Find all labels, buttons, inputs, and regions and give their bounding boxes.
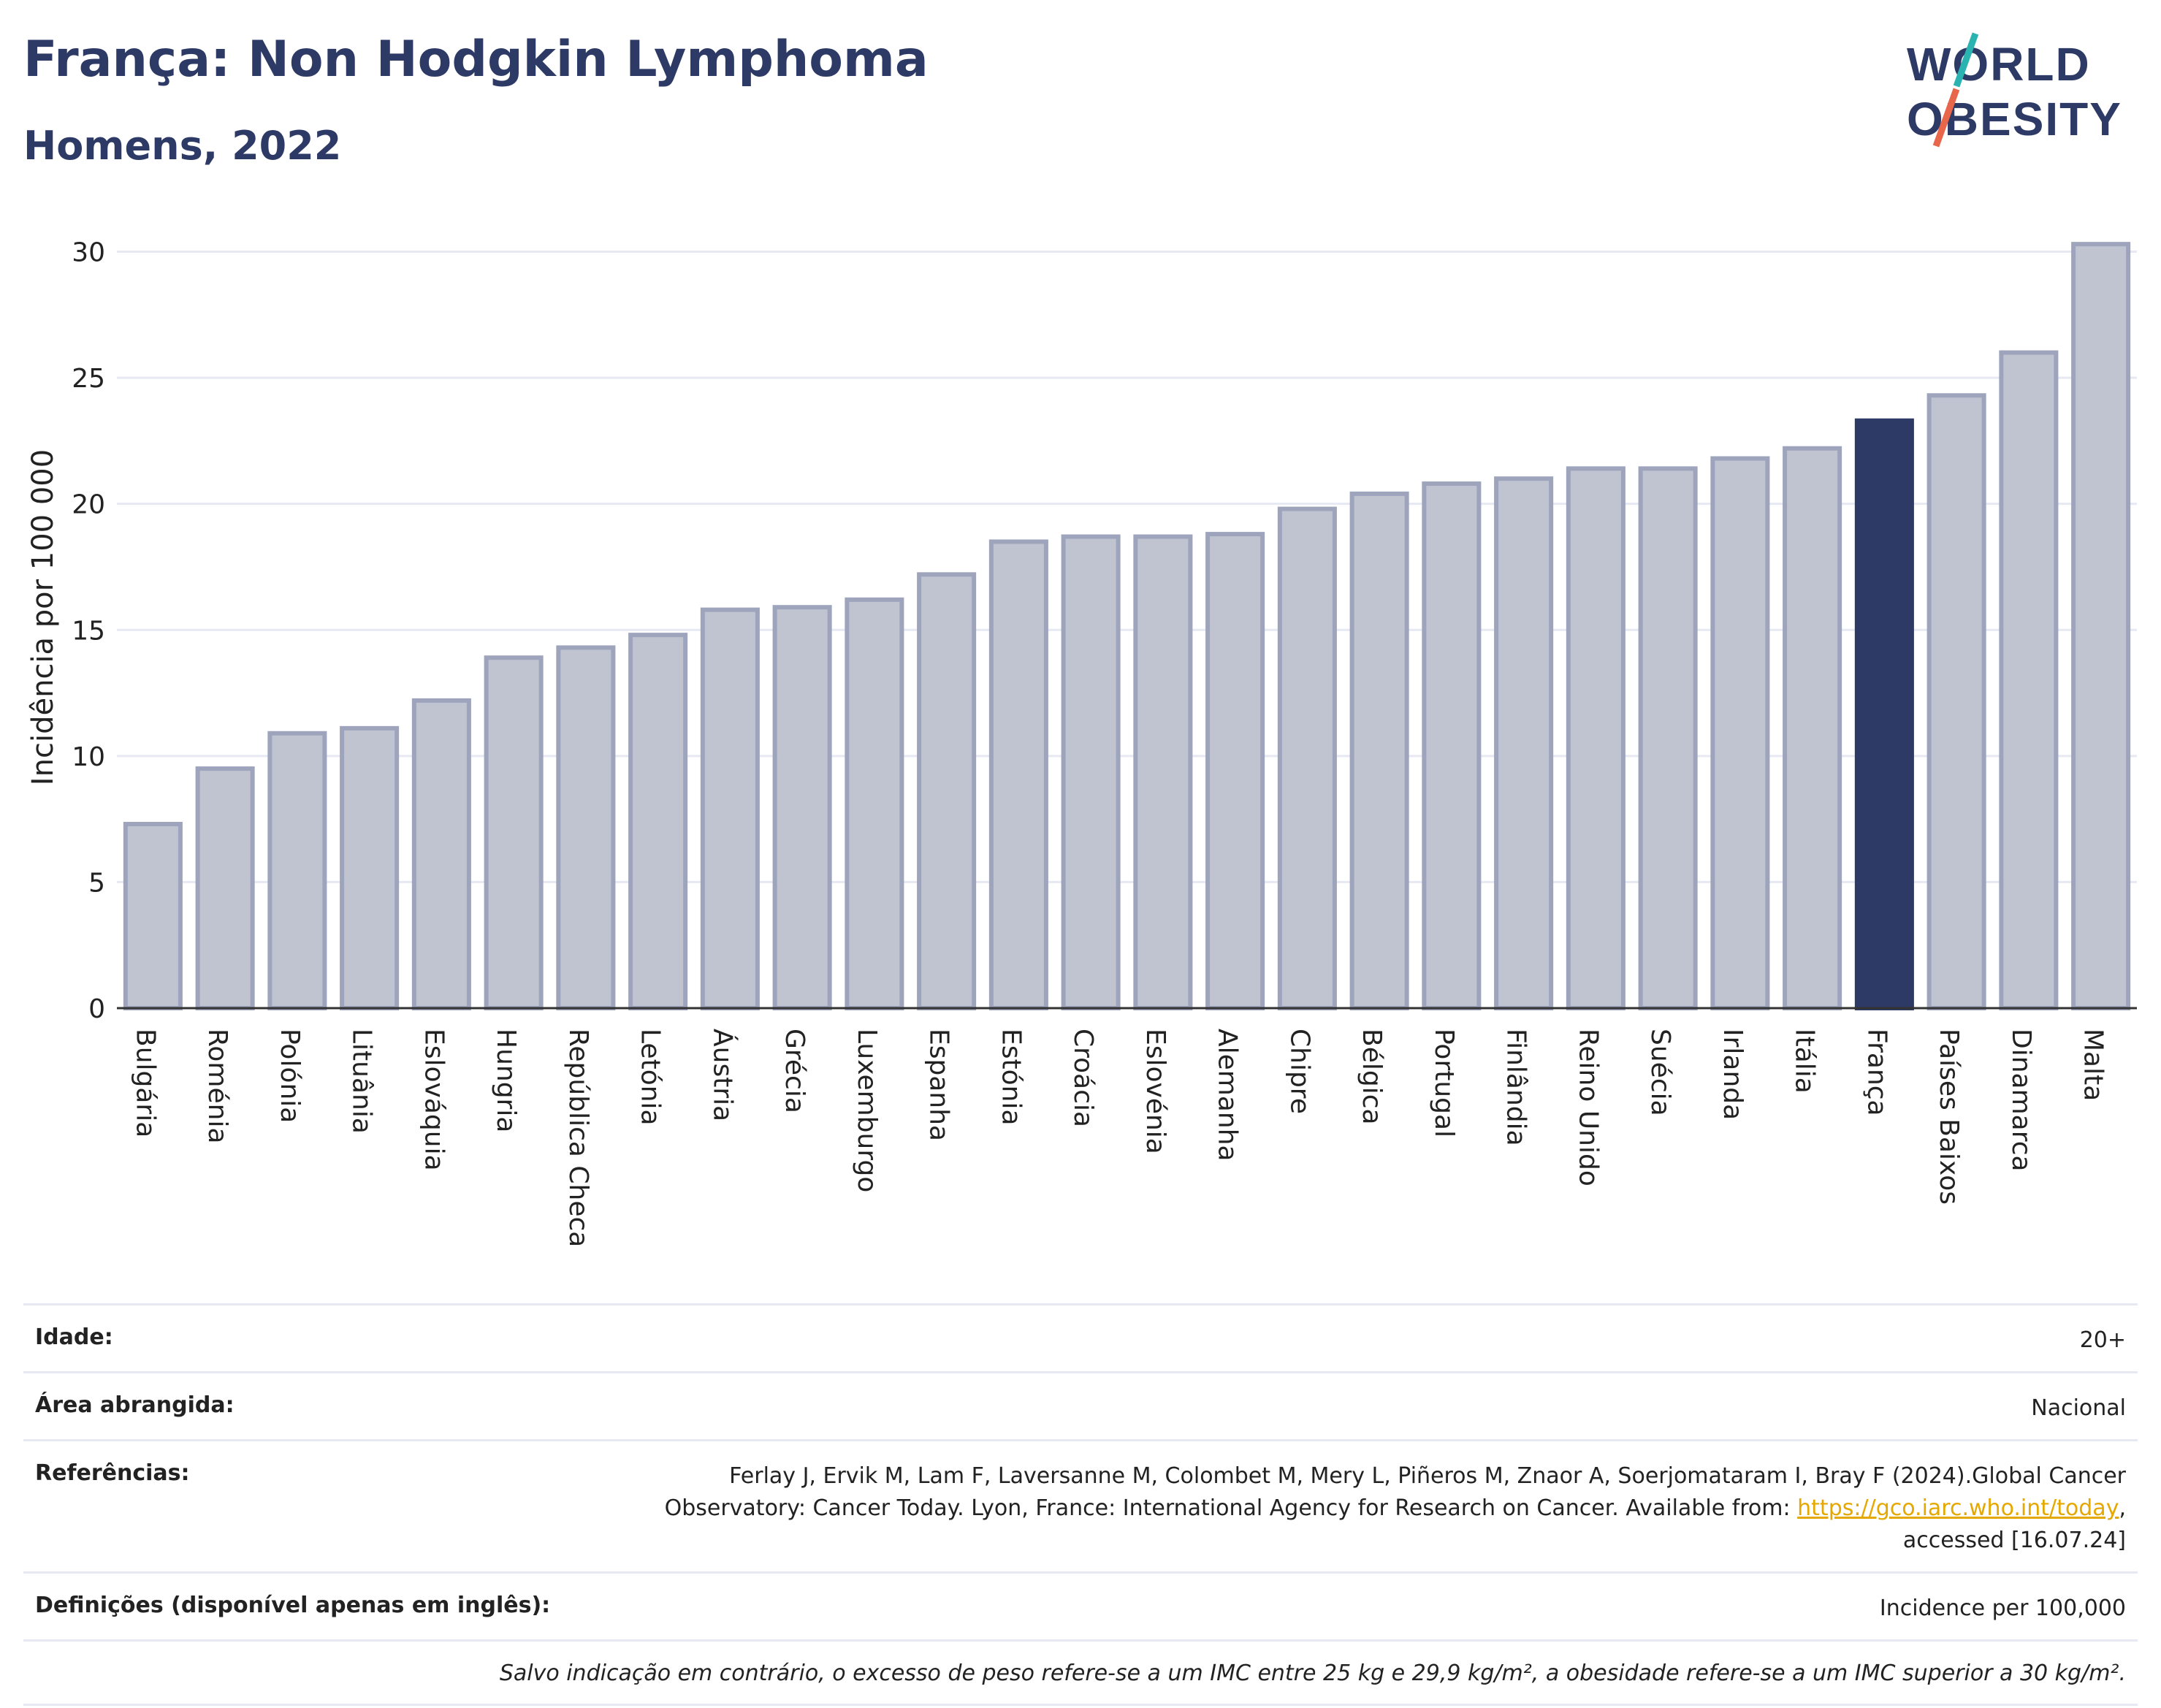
- x-tick-label: Eslováquia: [419, 1029, 449, 1171]
- y-tick-label: 25: [72, 364, 105, 394]
- x-tick-label: Hungria: [491, 1029, 521, 1132]
- x-tick-label: Bulgária: [130, 1029, 160, 1137]
- logo-slash-coral: [1932, 88, 1960, 148]
- x-tick-label: Alemanha: [1213, 1029, 1243, 1162]
- bar-2: [267, 731, 327, 1010]
- x-tick-label: Malta: [2078, 1029, 2108, 1101]
- bar-19: [1494, 476, 1554, 1010]
- area-value: Nacional: [2031, 1395, 2126, 1421]
- x-tick-label: República Checa: [563, 1029, 593, 1247]
- bar-8: [700, 607, 760, 1010]
- bar-26: [1999, 350, 2059, 1011]
- y-axis-label: Incidência por 100 000: [26, 449, 60, 785]
- area-label: Área abrangida:: [35, 1392, 235, 1418]
- bar-6: [556, 645, 616, 1011]
- bar-15: [1205, 532, 1265, 1010]
- bar-13: [1061, 534, 1121, 1010]
- bar-7: [628, 633, 688, 1011]
- references-text: Ferlay J, Ervik M, Lam F, Laversanne M, …: [664, 1463, 2126, 1521]
- bar-10: [845, 597, 904, 1010]
- x-tick-label: Polónia: [275, 1029, 305, 1123]
- bar-16: [1277, 506, 1337, 1011]
- bar-11: [917, 572, 977, 1010]
- bar-9: [772, 605, 832, 1010]
- age-label: Idade:: [35, 1324, 113, 1350]
- y-tick-label: 0: [88, 994, 105, 1024]
- metadata-table: Idade: 20+ Área abrangida: Nacional Refe…: [23, 1303, 2138, 1706]
- x-tick-label: Suécia: [1645, 1029, 1675, 1116]
- area-row: Área abrangida: Nacional: [23, 1371, 2138, 1439]
- x-tick-label: Grécia: [780, 1029, 809, 1113]
- references-link[interactable]: https://gco.iarc.who.int/today: [1797, 1495, 2119, 1521]
- references-row: Referências: Ferlay J, Ervik M, Lam F, L…: [23, 1439, 2138, 1571]
- footnote: Salvo indicação em contrário, o excesso …: [23, 1639, 2138, 1706]
- definitions-label: Definições (disponível apenas em inglês)…: [35, 1593, 551, 1618]
- y-tick-label: 10: [72, 742, 105, 772]
- x-tick-label: Irlanda: [1718, 1029, 1748, 1120]
- bar-0: [123, 822, 183, 1011]
- age-row: Idade: 20+: [23, 1303, 2138, 1371]
- bar-3: [340, 725, 400, 1010]
- definitions-row: Definições (disponível apenas em inglês)…: [23, 1571, 2138, 1639]
- x-tick-label: Croácia: [1068, 1029, 1098, 1127]
- definitions-value: Incidence per 100,000: [1879, 1595, 2126, 1621]
- world-obesity-logo: WORLD OBESITY: [1907, 32, 2121, 148]
- x-tick-label: França: [1861, 1029, 1891, 1116]
- x-tick-label: Eslovénia: [1140, 1029, 1170, 1154]
- x-tick-label: Chipre: [1284, 1029, 1314, 1114]
- age-value: 20+: [2079, 1327, 2126, 1353]
- y-tick-label: 15: [72, 616, 105, 646]
- references-value: Ferlay J, Ervik M, Lam F, Laversanne M, …: [592, 1460, 2126, 1557]
- logo-line1: WORLD: [1907, 38, 2091, 91]
- bar-20: [1566, 466, 1625, 1010]
- x-tick-label: Roménia: [202, 1029, 232, 1144]
- y-tick-label: 30: [72, 238, 105, 268]
- x-tick-label: Letónia: [636, 1029, 666, 1126]
- x-tick-label: Bélgica: [1357, 1029, 1387, 1125]
- references-accessed: , accessed [16.07.24]: [1902, 1495, 2126, 1553]
- bar-22: [1710, 456, 1770, 1010]
- bar-24: [1854, 418, 1914, 1011]
- bar-4: [411, 698, 471, 1010]
- x-tick-label: Portugal: [1429, 1029, 1459, 1137]
- x-tick-label: Luxemburgo: [852, 1029, 882, 1192]
- x-tick-label: Itália: [1790, 1029, 1820, 1094]
- references-label: Referências:: [35, 1460, 190, 1486]
- bar-chart: 0 5 10 15 20 25 30 Bulgária Roménia Polónia Lituâ…: [26, 238, 2137, 1247]
- bar-14: [1133, 534, 1193, 1010]
- bar-25: [1926, 393, 1986, 1010]
- x-tick-label: Países Baixos: [1934, 1029, 1964, 1205]
- bar-1: [195, 766, 255, 1011]
- x-tick-label: Espanha: [924, 1029, 954, 1141]
- x-tick-label: Finlândia: [1501, 1029, 1531, 1146]
- y-tick-label: 20: [72, 490, 105, 520]
- bar-18: [1422, 481, 1482, 1010]
- page-title: França: Non Hodgkin Lymphoma: [23, 31, 929, 88]
- bar-17: [1349, 491, 1409, 1010]
- x-axis-tick-labels: Bulgária Roménia Polónia Lituânia Eslováquia…: [130, 1029, 2108, 1247]
- x-tick-label: Dinamarca: [2006, 1029, 2036, 1172]
- x-tick-label: Áustria: [707, 1029, 738, 1121]
- logo-slash-teal: [1953, 32, 1979, 88]
- bars: [123, 242, 2131, 1011]
- bar-21: [1638, 466, 1698, 1010]
- bar-12: [988, 539, 1048, 1010]
- y-axis-tick-labels: 0 5 10 15 20 25 30: [72, 238, 105, 1024]
- x-tick-label: Reino Unido: [1573, 1029, 1603, 1186]
- bar-23: [1783, 446, 1842, 1010]
- y-tick-label: 5: [88, 868, 105, 898]
- page-subtitle: Homens, 2022: [23, 123, 342, 169]
- bar-5: [484, 655, 544, 1011]
- x-tick-label: Estónia: [996, 1029, 1026, 1126]
- bar-27: [2071, 242, 2131, 1011]
- x-tick-label: Lituânia: [347, 1029, 377, 1134]
